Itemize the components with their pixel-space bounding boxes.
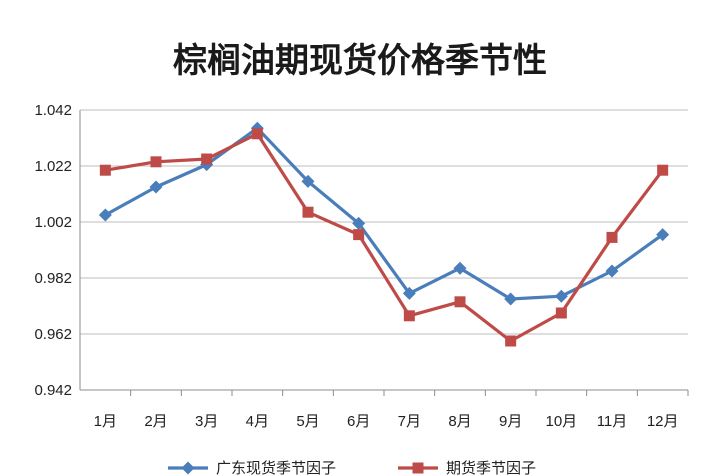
axes: 0.942 0.962 0.982 1.002 1.022 1.042 1月 2月 3月 4月 5月… [34,102,689,430]
y-tick-label: 1.002 [34,214,72,231]
y-tick-label: 0.962 [34,326,72,343]
data-point [402,286,416,300]
data-point [149,180,163,194]
data-point [606,231,618,243]
legend: 广东现货季节因子 期货季节因子 [168,459,536,475]
x-tick-label: 7月 [398,413,421,430]
data-point [453,261,467,275]
series-line [104,126,664,301]
series-line [105,132,664,343]
legend-label: 广东现货季节因子 [216,459,336,475]
data-point [150,156,162,168]
series [98,121,670,347]
x-tick-label: 2月 [144,413,167,430]
data-point [403,310,415,322]
data-point [352,216,366,230]
data-point [555,307,567,319]
x-tick-label: 9月 [499,413,522,430]
y-tick-label: 1.022 [34,158,72,175]
x-tick-label: 5月 [296,413,319,430]
y-tick-label: 1.042 [34,102,72,119]
x-tick-label: 3月 [195,413,218,430]
data-point [301,174,315,188]
x-tick-label: 11月 [597,413,628,430]
legend-item: 广东现货季节因子 [168,459,336,475]
data-point [554,289,568,303]
legend-swatch-marker [412,462,424,474]
data-point [302,206,314,218]
data-point [251,128,263,140]
data-point [605,264,619,278]
x-tick-label: 4月 [246,413,269,430]
data-point [201,153,213,165]
data-point [656,228,670,242]
series-1 [98,121,670,306]
data-point [353,229,365,241]
x-tick-label: 8月 [448,413,471,430]
data-point [454,296,466,308]
data-point [99,164,111,176]
x-tick-label: 1月 [94,413,117,430]
y-tick-label: 0.942 [34,382,72,399]
chart-title: 棕榈油期现货价格季节性 [173,41,547,81]
x-tick-label: 12月 [647,413,679,430]
x-tick-label: 6月 [347,413,370,430]
series-2 [99,128,669,347]
data-point [505,335,517,347]
legend-label: 期货季节因子 [446,459,536,475]
data-point [504,292,518,306]
legend-swatch-marker [181,461,195,475]
x-tick-label: 10月 [545,413,577,430]
data-point [657,164,669,176]
legend-item: 期货季节因子 [398,459,536,475]
data-point [98,208,112,222]
y-tick-label: 0.982 [34,270,72,287]
